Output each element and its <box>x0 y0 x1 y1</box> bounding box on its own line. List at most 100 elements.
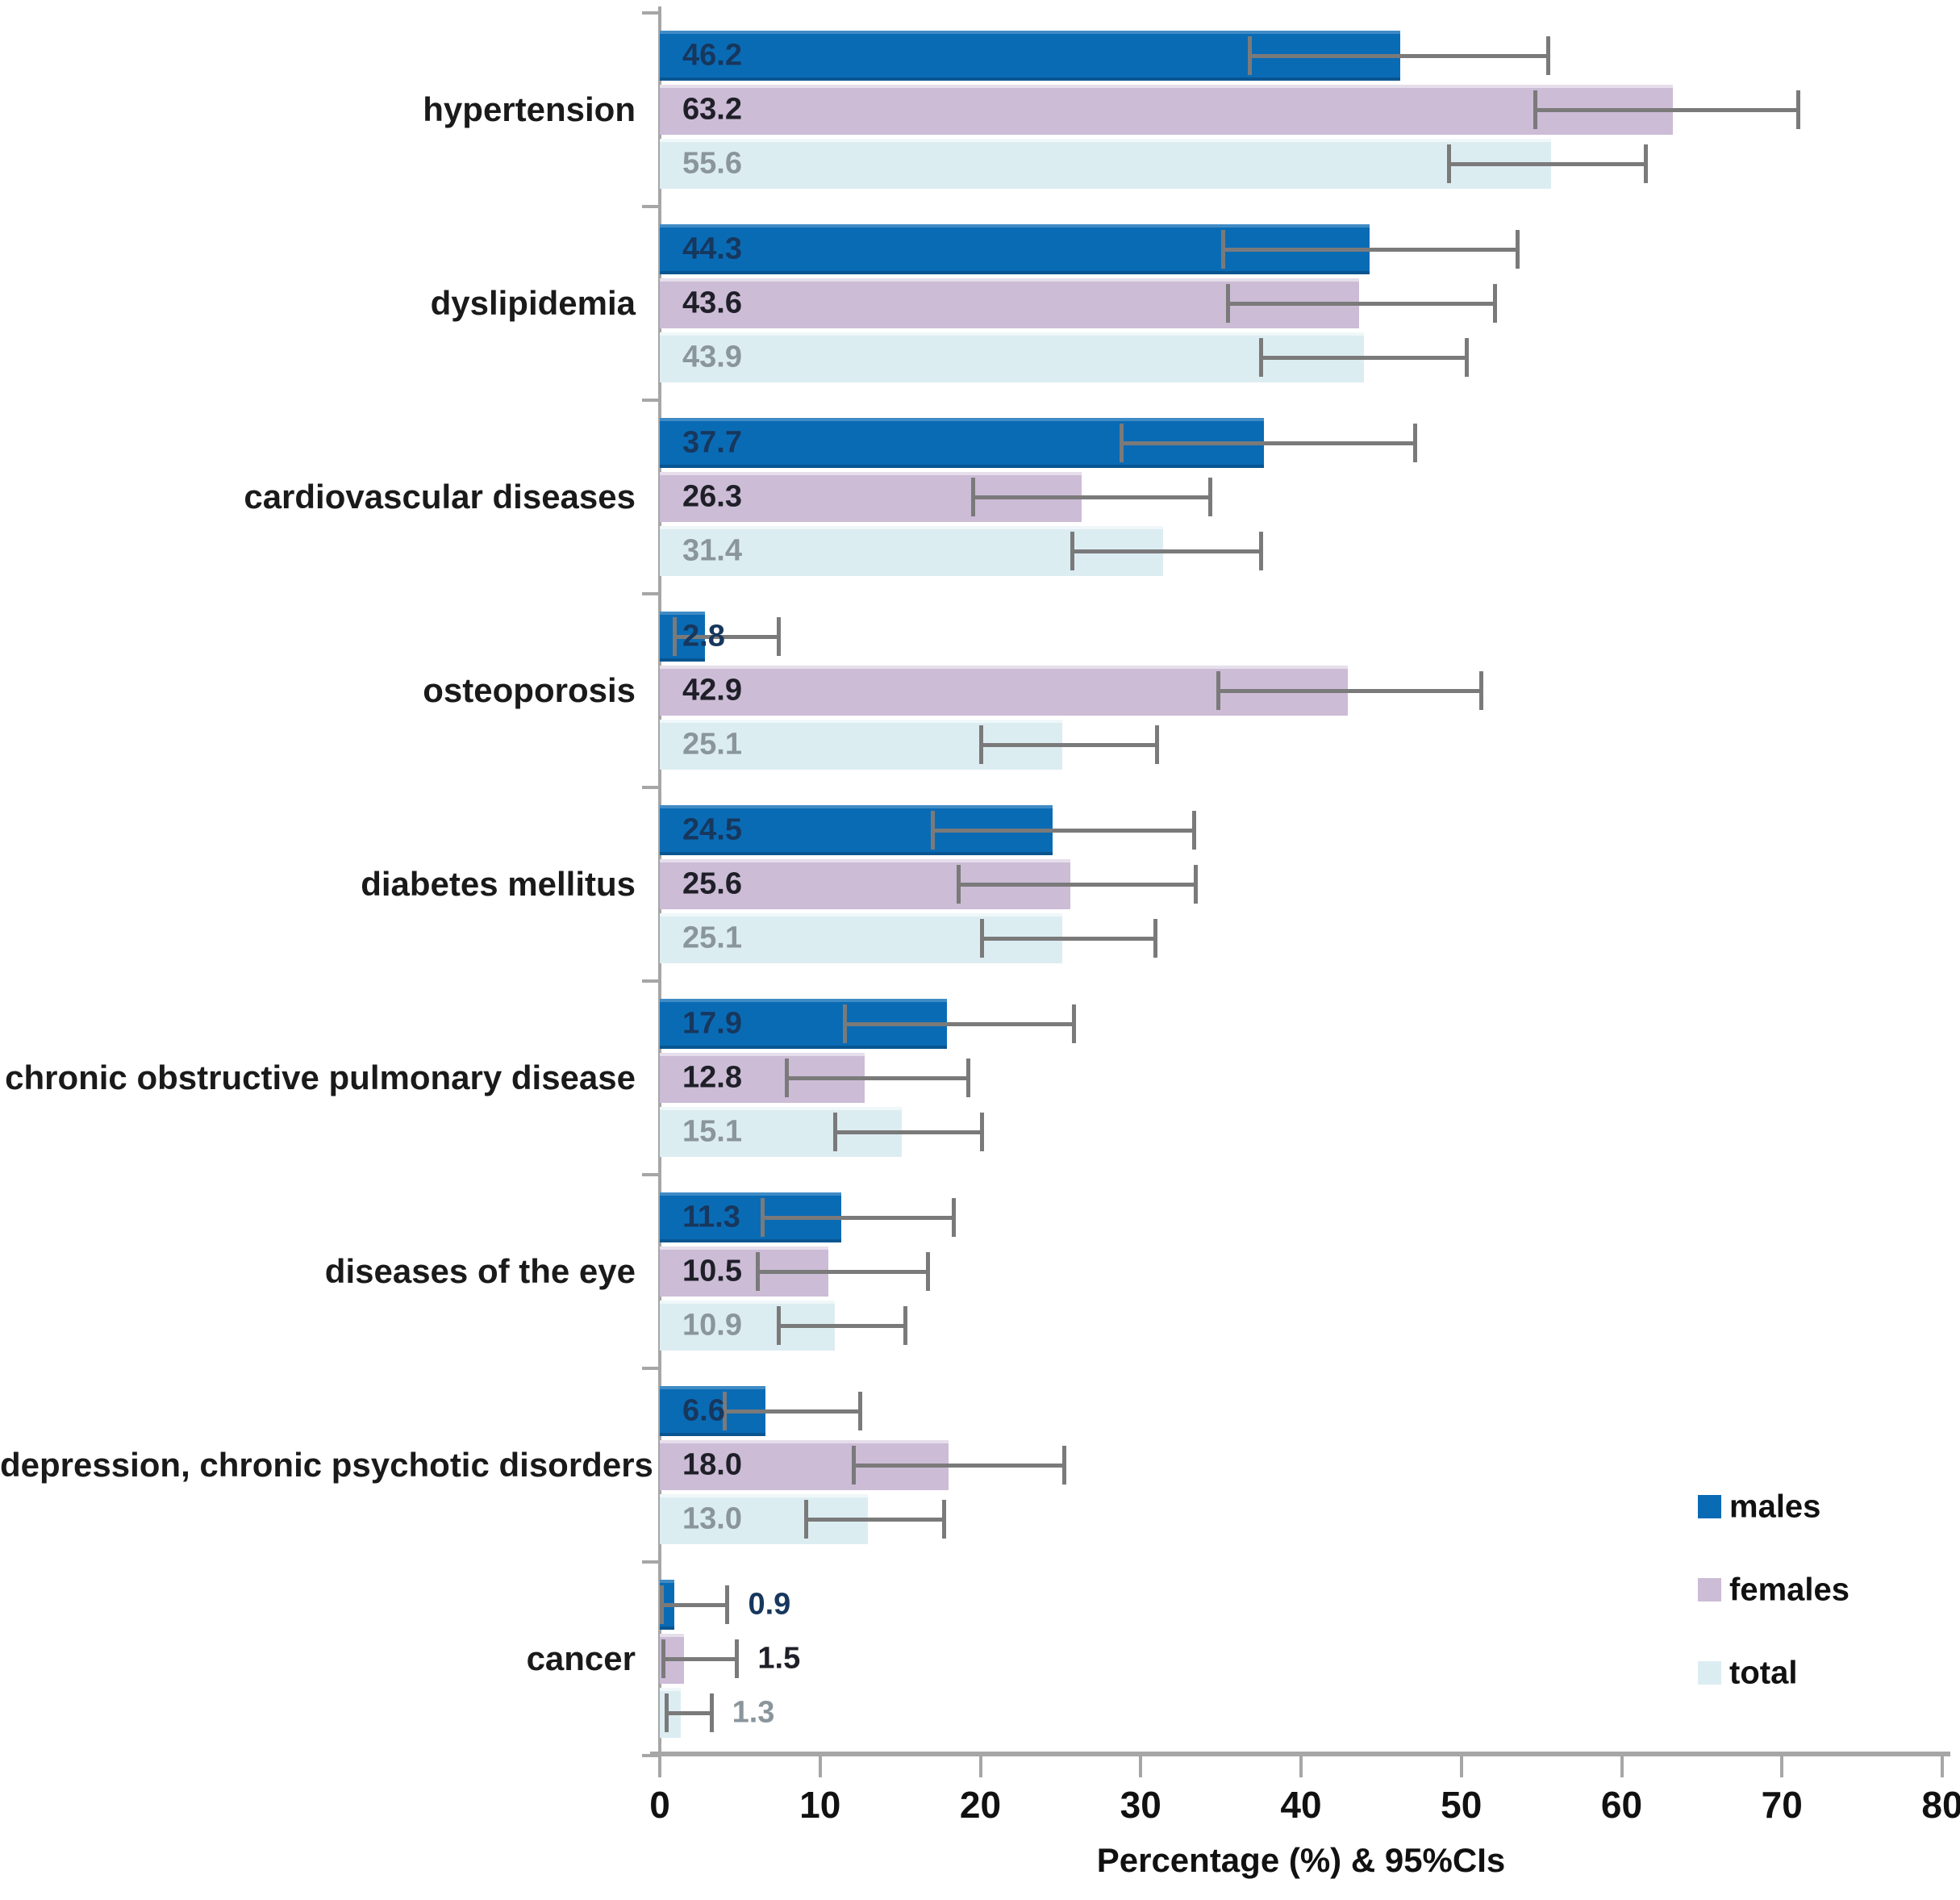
error-bar-cap-high <box>941 1500 946 1539</box>
value-label-females: 10.5 <box>682 1254 742 1288</box>
value-label-males: 37.7 <box>682 425 742 460</box>
error-bar-cap-low <box>832 1113 837 1151</box>
error-bar-cap-low <box>1220 230 1225 269</box>
error-bar-cap-high <box>1259 532 1264 570</box>
value-label-males: 6.6 <box>682 1393 725 1428</box>
error-bar-cap-low <box>672 617 677 656</box>
category-label: cardiovascular diseases <box>244 478 636 516</box>
x-tick-label: 30 <box>1120 1784 1161 1826</box>
error-bar-cap-high <box>1153 919 1158 958</box>
error-bar-line <box>757 1269 928 1274</box>
value-label-males: 17.9 <box>682 1006 742 1041</box>
value-label-females: 63.2 <box>682 92 742 127</box>
x-axis-tick <box>1459 1756 1463 1777</box>
y-axis-tick <box>642 205 660 208</box>
error-bar-line <box>762 1215 953 1220</box>
error-bar-line <box>1249 53 1549 58</box>
value-label-females: 43.6 <box>682 286 742 320</box>
error-bar-cap-low <box>722 1392 727 1430</box>
value-label-males: 46.2 <box>682 38 742 73</box>
error-bar-cap-low <box>664 1693 669 1732</box>
value-label-total: 15.1 <box>682 1114 742 1149</box>
x-tick-label: 80 <box>1921 1784 1960 1826</box>
legend-label-total: total <box>1729 1655 1798 1690</box>
value-label-total: 43.9 <box>682 340 742 374</box>
legend-swatch-females <box>1698 1578 1721 1601</box>
error-bar-cap-high <box>1191 811 1196 850</box>
y-axis-tick <box>642 786 660 789</box>
error-bar-line <box>853 1463 1064 1468</box>
error-bar-cap-low <box>980 919 985 958</box>
error-bar-cap-low <box>1446 144 1451 183</box>
error-bar-cap-low <box>930 811 935 850</box>
error-bar-line <box>1121 441 1416 445</box>
value-label-total: 10.9 <box>682 1308 742 1343</box>
error-bar-cap-low <box>1533 90 1538 129</box>
error-bar-line <box>972 495 1210 499</box>
error-bar-cap-high <box>1546 36 1551 75</box>
legend-label-females: females <box>1729 1572 1849 1607</box>
error-bar-cap-low <box>659 1585 664 1624</box>
error-bar-line <box>786 1075 968 1080</box>
error-bar-cap-high <box>858 1392 863 1430</box>
error-bar-line <box>665 1710 711 1715</box>
y-axis-tick <box>642 11 660 15</box>
category-label: depression, chronic psychotic disorders <box>0 1446 653 1484</box>
error-bar-cap-high <box>1478 671 1483 710</box>
x-tick-label: 0 <box>649 1784 670 1826</box>
error-bar-cap-high <box>1413 424 1418 462</box>
error-bar-cap-high <box>1207 478 1212 516</box>
error-bar-cap-high <box>777 617 782 656</box>
x-tick-label: 40 <box>1280 1784 1322 1826</box>
category-label: cancer <box>526 1639 636 1677</box>
error-bar-line <box>1261 355 1466 360</box>
value-label-total: 25.1 <box>682 727 742 762</box>
error-bar-line <box>1448 161 1646 166</box>
error-bar-cap-low <box>785 1059 789 1097</box>
x-axis-tick <box>658 1756 661 1777</box>
y-axis-tick <box>642 979 660 983</box>
error-bar-line <box>844 1021 1074 1026</box>
error-bar-line <box>980 742 1157 747</box>
x-tick-label: 50 <box>1441 1784 1483 1826</box>
error-bar-line <box>834 1130 982 1134</box>
error-bar-cap-high <box>980 1113 985 1151</box>
error-bar-line <box>1222 247 1518 252</box>
x-axis-tick <box>978 1756 982 1777</box>
category-label: hypertension <box>423 90 636 128</box>
error-bar-cap-low <box>1259 338 1264 377</box>
error-bar-cap-low <box>661 1639 665 1678</box>
error-bar-line <box>957 882 1195 887</box>
error-bar-cap-high <box>1644 144 1649 183</box>
value-label-total: 13.0 <box>682 1501 742 1536</box>
value-label-total: 25.1 <box>682 921 742 955</box>
error-bar-line <box>1227 301 1495 306</box>
error-bar-cap-low <box>756 1252 761 1291</box>
value-label-males: 0.9 <box>748 1587 791 1622</box>
error-bar-cap-high <box>709 1693 714 1732</box>
y-axis-tick <box>642 1560 660 1564</box>
error-bar-line <box>673 634 779 639</box>
error-bar-line <box>724 1409 861 1414</box>
x-tick-label: 20 <box>959 1784 1002 1826</box>
error-bar-cap-low <box>1120 424 1124 462</box>
bar-females <box>660 85 1674 135</box>
error-bar-line <box>661 1602 728 1607</box>
error-bar-cap-low <box>1216 671 1220 710</box>
value-label-females: 26.3 <box>682 479 742 514</box>
legend-swatch-males <box>1698 1495 1721 1518</box>
error-bar-cap-high <box>965 1059 970 1097</box>
error-bar-cap-low <box>1225 284 1230 323</box>
x-axis-tick <box>1620 1756 1624 1777</box>
value-label-males: 2.8 <box>682 619 725 654</box>
value-label-total: 31.4 <box>682 533 742 568</box>
error-bar-cap-low <box>978 725 983 764</box>
legend-label-males: males <box>1729 1489 1821 1524</box>
value-label-females: 12.8 <box>682 1060 742 1095</box>
error-bar-cap-high <box>1155 725 1160 764</box>
error-bar-cap-low <box>970 478 975 516</box>
x-tick-label: 10 <box>799 1784 841 1826</box>
legend-swatch-total <box>1698 1661 1721 1685</box>
x-axis-tick <box>1299 1756 1303 1777</box>
